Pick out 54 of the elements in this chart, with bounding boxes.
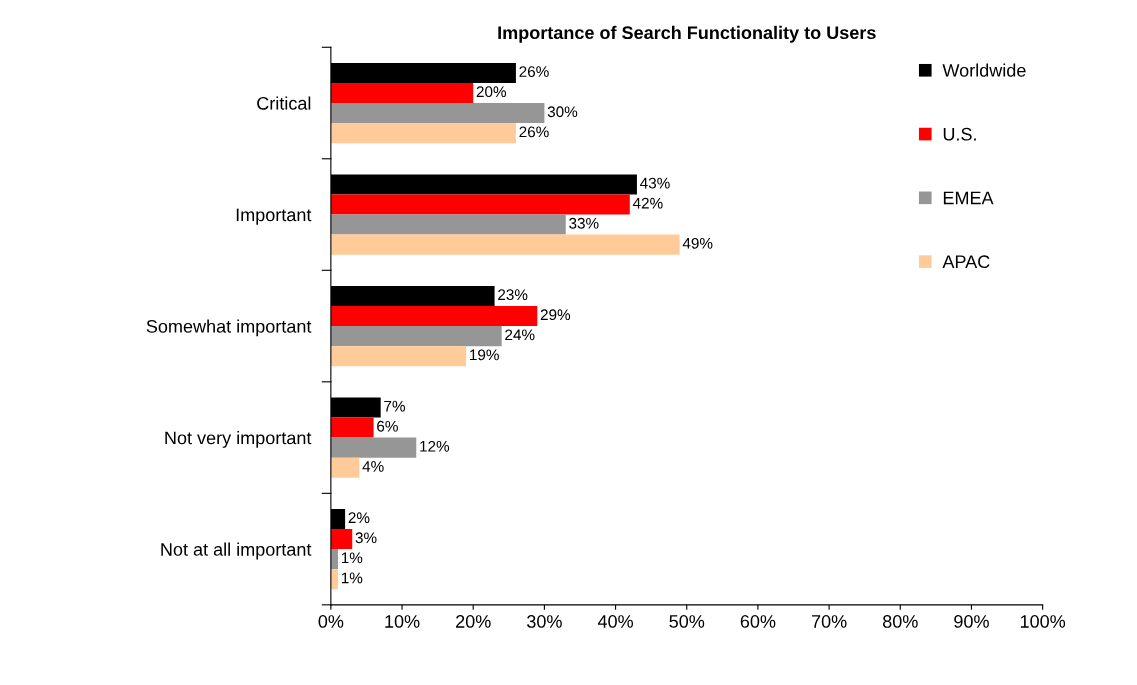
bar xyxy=(330,437,417,458)
legend-label: Worldwide xyxy=(942,63,1026,77)
x-tick-label: 0% xyxy=(318,615,344,628)
data-label: 24% xyxy=(505,329,535,341)
data-label: 7% xyxy=(384,400,406,412)
data-label: 1% xyxy=(341,572,363,584)
data-label: 20% xyxy=(476,86,507,98)
bar xyxy=(330,346,467,367)
data-label: 26% xyxy=(519,126,549,138)
x-tick-label: 40% xyxy=(597,615,633,628)
bar xyxy=(330,194,630,215)
bar xyxy=(330,305,538,327)
x-tick-label: 60% xyxy=(740,615,776,628)
legend-label: APAC xyxy=(942,255,990,269)
y-tick-label: Not at all important xyxy=(161,542,312,560)
chart-title: Importance of Search Functionality to Users xyxy=(498,25,876,43)
bar xyxy=(330,326,502,347)
x-tick-label: 20% xyxy=(456,615,491,628)
data-label: 26% xyxy=(519,66,549,78)
x-tick-label: 30% xyxy=(527,615,562,628)
bar xyxy=(330,103,545,124)
bar xyxy=(330,529,353,550)
bar xyxy=(330,82,474,104)
data-label: 3% xyxy=(355,532,377,544)
data-label: 49% xyxy=(682,237,713,249)
data-label: 12% xyxy=(420,440,450,452)
data-label: 4% xyxy=(362,461,384,472)
data-label: 1% xyxy=(341,552,363,564)
x-tick-label: 100% xyxy=(1020,615,1066,628)
data-label: 2% xyxy=(348,512,370,524)
y-tick-label: Important xyxy=(236,208,312,225)
bar xyxy=(330,417,374,438)
x-tick-label: 70% xyxy=(811,615,847,628)
data-label: 19% xyxy=(470,349,499,361)
data-label: 6% xyxy=(377,420,398,432)
x-tick-label: 50% xyxy=(669,615,705,628)
y-tick-label: Somewhat important xyxy=(146,319,312,337)
x-tick-label: 10% xyxy=(385,615,420,628)
y-tick-label: Not very important xyxy=(165,431,312,448)
x-tick-label: 80% xyxy=(882,615,918,628)
bar xyxy=(330,457,360,478)
y-tick-label: Critical xyxy=(257,96,311,110)
data-label: 29% xyxy=(540,309,571,321)
bar xyxy=(330,123,516,144)
data-label: 33% xyxy=(569,217,599,229)
x-tick-label: 90% xyxy=(954,615,989,628)
legend-label: EMEA xyxy=(943,191,994,205)
legend-label: U.S. xyxy=(943,127,976,141)
bar xyxy=(330,234,680,255)
data-label: 30% xyxy=(547,106,578,118)
bar xyxy=(330,214,566,235)
data-label: 42% xyxy=(632,197,663,209)
data-label: 43% xyxy=(640,177,670,189)
data-label: 23% xyxy=(498,289,528,301)
